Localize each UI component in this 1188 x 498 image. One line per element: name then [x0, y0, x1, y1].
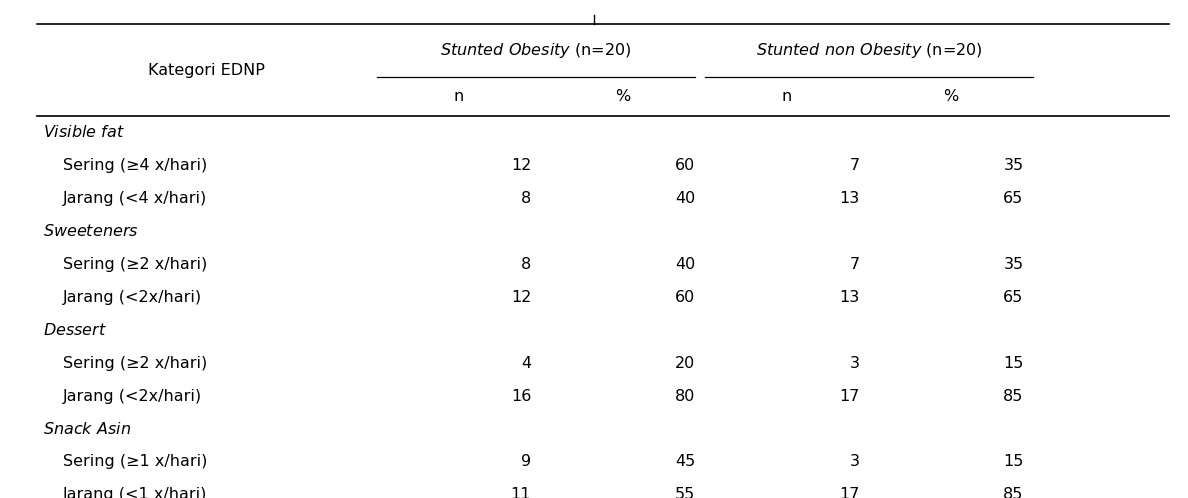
Text: 65: 65 — [1004, 191, 1024, 206]
Text: Sering (≥1 x/hari): Sering (≥1 x/hari) — [63, 455, 208, 470]
Text: $\it{Snack\ Asin}$: $\it{Snack\ Asin}$ — [43, 421, 131, 437]
Text: 55: 55 — [675, 488, 695, 498]
Text: 13: 13 — [839, 191, 859, 206]
Text: 45: 45 — [675, 455, 695, 470]
Text: 35: 35 — [1004, 158, 1024, 173]
Text: n: n — [782, 89, 792, 104]
Text: 85: 85 — [1003, 488, 1024, 498]
Text: 7: 7 — [849, 256, 859, 272]
Text: 17: 17 — [839, 488, 859, 498]
Text: Sering (≥4 x/hari): Sering (≥4 x/hari) — [63, 158, 207, 173]
Text: %: % — [615, 89, 631, 104]
Text: 12: 12 — [511, 158, 531, 173]
Text: 65: 65 — [1004, 290, 1024, 305]
Text: Jarang (<2x/hari): Jarang (<2x/hari) — [63, 388, 202, 403]
Text: Jarang (<2x/hari): Jarang (<2x/hari) — [63, 290, 202, 305]
Text: 40: 40 — [675, 191, 695, 206]
Text: $\it{Visible\ fat}$: $\it{Visible\ fat}$ — [43, 124, 125, 140]
Text: Sering (≥2 x/hari): Sering (≥2 x/hari) — [63, 256, 207, 272]
Text: 85: 85 — [1003, 388, 1024, 403]
Text: Jarang (<1 x/hari): Jarang (<1 x/hari) — [63, 488, 208, 498]
Text: 13: 13 — [839, 290, 859, 305]
Text: $\it{Sweeteners}$: $\it{Sweeteners}$ — [43, 223, 139, 239]
Text: 3: 3 — [849, 455, 859, 470]
Text: 80: 80 — [675, 388, 695, 403]
Text: 40: 40 — [675, 256, 695, 272]
Text: 11: 11 — [511, 488, 531, 498]
Text: $\it{Stunted\ Obesity}$ (n=20): $\it{Stunted\ Obesity}$ (n=20) — [441, 41, 632, 60]
Text: 8: 8 — [520, 256, 531, 272]
Text: 7: 7 — [849, 158, 859, 173]
Text: 15: 15 — [1003, 455, 1024, 470]
Text: 35: 35 — [1004, 256, 1024, 272]
Text: 3: 3 — [849, 356, 859, 371]
Text: 17: 17 — [839, 388, 859, 403]
Text: 60: 60 — [675, 290, 695, 305]
Text: 20: 20 — [675, 356, 695, 371]
Text: 60: 60 — [675, 158, 695, 173]
Text: 15: 15 — [1003, 356, 1024, 371]
Text: 9: 9 — [522, 455, 531, 470]
Text: %: % — [943, 89, 959, 104]
Text: 8: 8 — [520, 191, 531, 206]
Text: 4: 4 — [522, 356, 531, 371]
Text: Jarang (<4 x/hari): Jarang (<4 x/hari) — [63, 191, 207, 206]
Text: Kategori EDNP: Kategori EDNP — [148, 63, 265, 78]
Text: 12: 12 — [511, 290, 531, 305]
Text: Sering (≥2 x/hari): Sering (≥2 x/hari) — [63, 356, 207, 371]
Text: 16: 16 — [511, 388, 531, 403]
Text: $\it{Stunted\ non\ Obesity}$ (n=20): $\it{Stunted\ non\ Obesity}$ (n=20) — [756, 41, 982, 60]
Text: n: n — [454, 89, 463, 104]
Text: $\it{Dessert}$: $\it{Dessert}$ — [43, 322, 107, 338]
